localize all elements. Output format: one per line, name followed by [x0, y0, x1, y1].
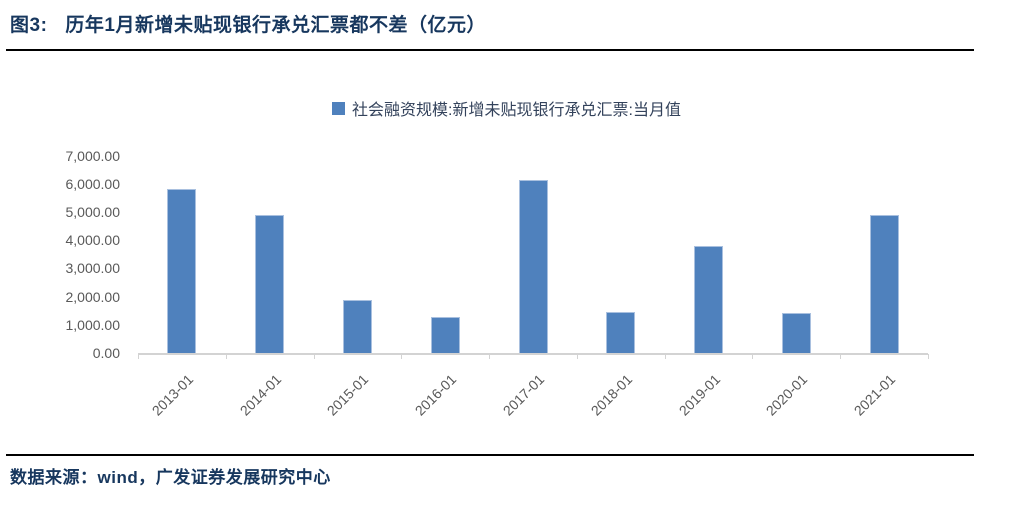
bar-2021-01	[870, 215, 899, 353]
x-axis-label: 2021-01	[850, 371, 899, 419]
x-axis-tick-mark	[665, 354, 666, 359]
bar-2016-01	[431, 317, 460, 353]
x-axis-line	[138, 353, 928, 355]
bar-2013-01	[167, 189, 196, 353]
y-axis-label: 4,000.00	[65, 232, 121, 249]
y-axis-label: 6,000.00	[65, 175, 121, 192]
legend-swatch-icon	[332, 101, 346, 115]
x-axis-tick-mark	[577, 354, 578, 359]
x-axis-label: 2014-01	[236, 371, 285, 419]
x-axis-label: 2015-01	[323, 371, 372, 419]
y-axis-label: 3,000.00	[65, 260, 121, 277]
x-axis-tick-mark	[752, 354, 753, 359]
x-axis-label: 2018-01	[587, 371, 636, 419]
y-axis-label: 5,000.00	[65, 204, 121, 220]
x-axis-label: 2016-01	[411, 371, 460, 419]
header-rule	[6, 49, 974, 51]
x-axis-tick-mark	[928, 354, 929, 359]
bar-2014-01	[255, 215, 284, 353]
footer-rule	[6, 454, 974, 456]
bar-chart: 0.00 1,000.00 2,000.00 3,000.00 4,000.00 5,00…	[65, 147, 929, 419]
x-axis-tick-mark	[314, 354, 315, 359]
y-axis-label: 7,000.00	[65, 147, 121, 164]
figure-number: 图3:	[10, 15, 48, 36]
y-axis-label: 1,000.00	[65, 316, 121, 333]
figure-title-text: 历年1月新增未贴现银行承兑汇票都不差（亿元）	[65, 15, 486, 36]
x-axis-label: 2017-01	[499, 371, 548, 419]
y-axis-label: 2,000.00	[65, 288, 121, 305]
x-axis-tick-mark	[489, 354, 490, 359]
y-axis-label: 0.00	[92, 345, 120, 361]
x-axis-label: 2020-01	[762, 371, 811, 419]
x-axis-tick-mark	[401, 354, 402, 359]
x-axis-label: 2019-01	[675, 371, 724, 419]
source-note: 数据来源：wind，广发证券发展研究中心	[10, 468, 331, 487]
bar-2020-01	[782, 313, 811, 353]
bar-2015-01	[343, 300, 372, 353]
legend: 社会融资规模:新增未贴现银行承兑汇票:当月值	[0, 96, 1013, 120]
bar-2018-01	[606, 312, 635, 353]
bar-2019-01	[694, 246, 723, 353]
legend-label: 社会融资规模:新增未贴现银行承兑汇票:当月值	[352, 102, 681, 119]
x-axis-tick-mark	[226, 354, 227, 359]
x-axis-tick-mark	[840, 354, 841, 359]
x-axis-tick-mark	[138, 354, 139, 359]
bar-2017-01	[519, 180, 548, 353]
x-axis-label: 2013-01	[148, 371, 197, 419]
figure-title: 图3: 历年1月新增未贴现银行承兑汇票都不差（亿元）	[10, 10, 990, 37]
